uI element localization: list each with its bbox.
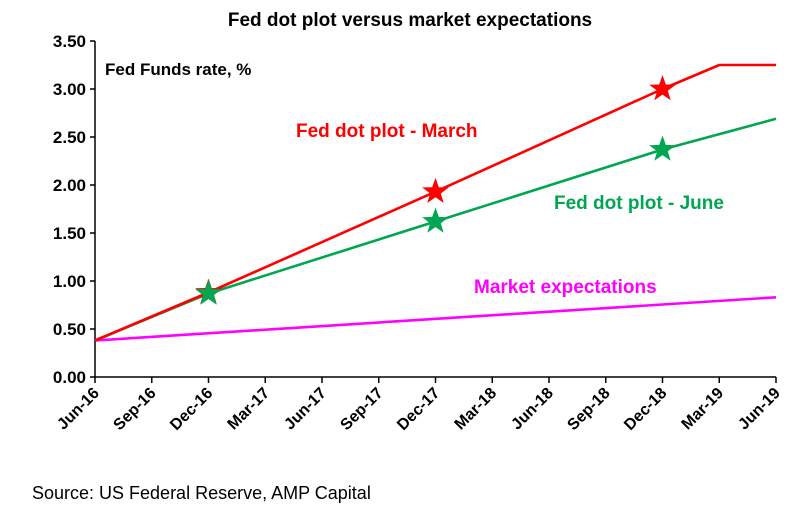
y-tick-label: 0.00 <box>53 368 86 387</box>
star-marker <box>649 135 676 161</box>
y-tick-label: 1.00 <box>53 272 86 291</box>
x-tick-label: Sep-18 <box>564 385 613 434</box>
x-tick-label: Jun-18 <box>508 385 557 434</box>
series-label-june: Fed dot plot - June <box>554 193 724 214</box>
x-tick-label: Jun-17 <box>281 385 330 434</box>
x-tick-label: Mar-18 <box>452 385 501 434</box>
series-label-market: Market expectations <box>474 277 657 298</box>
star-marker <box>422 207 449 233</box>
y-tick-label: 2.00 <box>53 176 86 195</box>
star-marker <box>195 279 222 305</box>
series-line <box>94 296 777 342</box>
series-line <box>94 117 777 342</box>
x-tick-label: Sep-16 <box>110 385 159 434</box>
source-note: Source: US Federal Reserve, AMP Capital <box>32 483 371 503</box>
star-marker <box>422 177 449 203</box>
x-tick-label: Dec-16 <box>167 385 216 434</box>
x-tick-label: Dec-18 <box>621 385 670 434</box>
series-label-march: Fed dot plot - March <box>296 121 478 142</box>
x-tick-label: Jun-19 <box>735 385 784 434</box>
y-axis-label: Fed Funds rate, % <box>105 60 251 79</box>
y-tick-label: 2.50 <box>53 128 86 147</box>
y-tick-label: 3.00 <box>53 80 86 99</box>
x-tick-label: Sep-17 <box>337 385 386 434</box>
y-tick-label: 3.50 <box>53 32 86 51</box>
y-tick-label: 1.50 <box>53 224 86 243</box>
x-tick-label: Mar-17 <box>225 385 274 434</box>
chart-title: Fed dot plot versus market expectations <box>228 10 592 31</box>
star-marker <box>649 75 676 101</box>
x-tick-label: Mar-19 <box>679 385 728 434</box>
series-line <box>94 63 776 342</box>
x-tick-label: Dec-17 <box>394 385 443 434</box>
y-tick-label: 0.50 <box>53 320 86 339</box>
x-tick-label: Jun-16 <box>54 385 103 434</box>
